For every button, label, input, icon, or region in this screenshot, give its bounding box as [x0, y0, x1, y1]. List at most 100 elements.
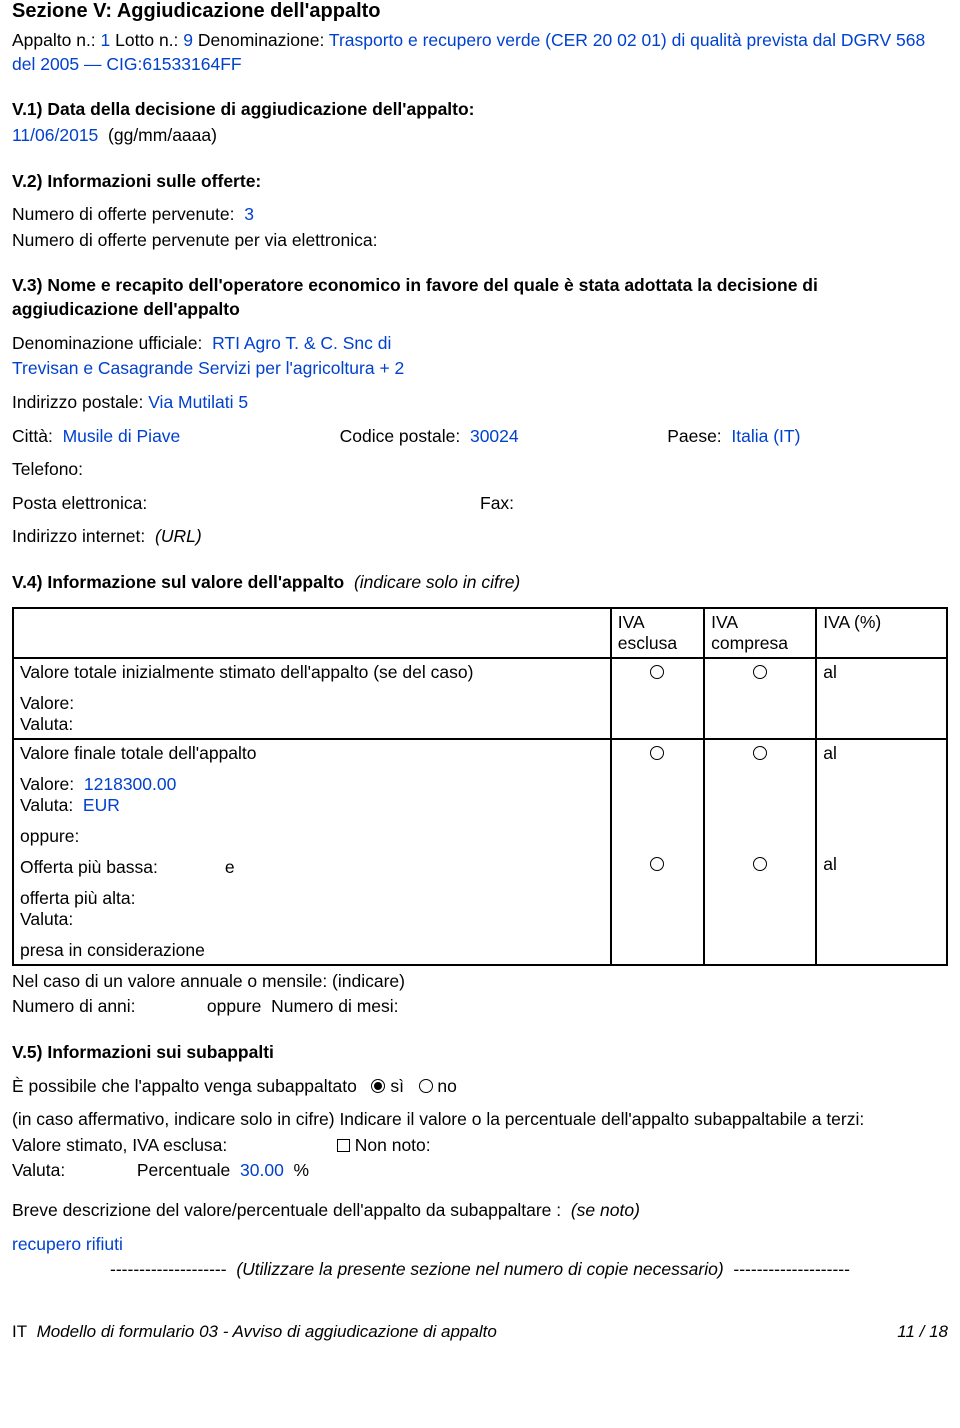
row2-vu-line: Valuta: EUR — [20, 795, 604, 816]
radio-icon[interactable] — [753, 665, 767, 679]
v3-denom-v2: Trevisan e Casagrande Servizi per l'agri… — [12, 357, 948, 381]
postal-value: 30024 — [470, 426, 519, 446]
appalto-n-label: Appalto n.: — [12, 30, 96, 50]
oppure2: oppure — [207, 996, 262, 1016]
v4-hint: (indicare solo in cifre) — [354, 572, 520, 592]
off-bassa-label: Offerta più bassa: — [20, 857, 220, 878]
al-label3: al — [823, 854, 837, 874]
v1-title: V.1) Data della decisione di aggiudicazi… — [12, 98, 948, 122]
v4-title-line: V.4) Informazione sul valore dell'appalt… — [12, 571, 948, 595]
url-hint: (URL) — [155, 526, 202, 546]
al-label: al — [823, 662, 837, 682]
lot-line: Appalto n.: 1 Lotto n.: 9 Denominazione:… — [12, 29, 948, 76]
denom-label: Denominazione: — [198, 30, 324, 50]
v2-num-label: Numero di offerte pervenute: — [12, 204, 234, 224]
v1-date: 11/06/2015 — [12, 125, 98, 145]
v1-date-hint: (gg/mm/aaaa) — [108, 125, 217, 145]
addr-value: Via Mutilati 5 — [148, 392, 248, 412]
v3-denom-line: Denominazione ufficiale: RTI Agro T. & C… — [12, 332, 948, 356]
table-row: Valore totale inizialmente stimato dell'… — [13, 658, 947, 739]
dash1: -------------------- — [110, 1259, 227, 1279]
v2-num-line: Numero di offerte pervenute: 3 — [12, 203, 948, 227]
section-title: Sezione V: Aggiudicazione dell'appalto — [12, 0, 948, 23]
email-label: Posta elettronica: — [12, 492, 480, 516]
url-line: Indirizzo internet: (URL) — [12, 525, 948, 549]
v5-breve-line: Breve descrizione del valore/percentuale… — [12, 1199, 948, 1223]
city-value: Musile di Piave — [63, 426, 181, 446]
dash2: -------------------- — [733, 1259, 850, 1279]
country-label: Paese: — [667, 426, 721, 446]
lotto-n-label: Lotto n.: — [115, 30, 178, 50]
v5-affirm: (in caso affermativo, indicare solo in c… — [12, 1108, 948, 1132]
v5-possible: È possibile che l'appalto venga subappal… — [12, 1076, 357, 1096]
mesi-label: Numero di mesi: — [271, 996, 398, 1016]
row1-label: Valore totale inizialmente stimato dell'… — [20, 662, 604, 683]
col-iva-esclusa: IVA esclusa — [611, 608, 704, 658]
lotto-n-value: 9 — [183, 30, 193, 50]
off-bassa-line: Offerta più bassa: e — [20, 857, 604, 878]
v3-denom-label: Denominazione ufficiale: — [12, 333, 202, 353]
row2-label: Valore finale totale dell'appalto — [20, 743, 604, 764]
v3-title: V.3) Nome e recapito dell'operatore econ… — [12, 274, 948, 321]
v4-table: IVA esclusa IVA compresa IVA (%) Valore … — [12, 607, 948, 966]
v5-pct-line: Valuta: Percentuale 30.00 % — [12, 1159, 948, 1183]
row2-v-line: Valore: 1218300.00 — [20, 774, 604, 795]
v2-elec-line: Numero di offerte pervenute per via elet… — [12, 229, 948, 253]
checkbox-icon[interactable] — [337, 1139, 350, 1152]
col-iva-pct: IVA (%) — [816, 608, 947, 658]
no-label: no — [437, 1076, 456, 1096]
tel-line: Telefono: — [12, 458, 948, 482]
col-iva-compresa: IVA compresa — [704, 608, 816, 658]
v1-date-line: 11/06/2015 (gg/mm/aaaa) — [12, 124, 948, 148]
addr-label: Indirizzo postale: — [12, 392, 143, 412]
row2-valore: 1218300.00 — [84, 774, 176, 794]
v5-title: V.5) Informazioni sui subappalti — [12, 1041, 948, 1065]
radio-no-icon[interactable] — [419, 1079, 433, 1093]
v5-pct-sym: % — [294, 1160, 310, 1180]
v2-num-value: 3 — [244, 204, 254, 224]
repeat-hint: (Utilizzare la presente sezione nel nume… — [236, 1259, 723, 1279]
v4-title: V.4) Informazione sul valore dell'appalt… — [12, 572, 344, 592]
valuta-label4: Valuta: — [12, 1159, 132, 1183]
appalto-n-value: 1 — [101, 30, 111, 50]
anni-label: Numero di anni: — [12, 995, 202, 1019]
radio-si-icon[interactable] — [371, 1079, 385, 1093]
city-row: Città: Musile di Piave Codice postale: 3… — [12, 425, 948, 449]
footer: IT Modello di formulario 03 - Avviso di … — [12, 1322, 948, 1350]
v5-non-noto: Non noto: — [355, 1135, 431, 1155]
footer-lang: IT — [12, 1322, 27, 1341]
oppure-label: oppure: — [20, 826, 604, 847]
radio-icon[interactable] — [650, 746, 664, 760]
valuta-label: Valuta: — [20, 714, 604, 735]
addr-line: Indirizzo postale: Via Mutilati 5 — [12, 391, 948, 415]
v5-possible-line: È possibile che l'appalto venga subappal… — [12, 1075, 948, 1099]
dash-line: -------------------- (Utilizzare la pres… — [12, 1258, 948, 1282]
al-label2: al — [823, 743, 837, 763]
v2-title: V.2) Informazioni sulle offerte: — [12, 170, 948, 194]
annual-label: Nel caso di un valore annuale o mensile:… — [12, 970, 948, 994]
off-alta-label: offerta più alta: — [20, 888, 604, 909]
footer-title: Modello di formulario 03 - Avviso di agg… — [37, 1322, 497, 1341]
radio-icon[interactable] — [650, 665, 664, 679]
v5-pct: 30.00 — [240, 1160, 284, 1180]
e-label: e — [225, 857, 235, 877]
valuta-label3: Valuta: — [20, 909, 604, 930]
page: Sezione V: Aggiudicazione dell'appalto A… — [0, 0, 960, 1350]
row2-valuta: EUR — [83, 795, 120, 815]
email-row: Posta elettronica: Fax: — [12, 492, 948, 516]
table-row: Valore finale totale dell'appalto Valore… — [13, 739, 947, 965]
footer-page: 11 / 18 — [897, 1322, 948, 1342]
radio-icon[interactable] — [753, 857, 767, 871]
anni-mesi-line: Numero di anni: oppure Numero di mesi: — [12, 995, 948, 1019]
v3-denom-v1: RTI Agro T. & C. Snc di — [212, 333, 391, 353]
valore-label: Valore: — [20, 693, 604, 714]
postal-label: Codice postale: — [340, 426, 461, 446]
v5-breve-hint: (se noto) — [571, 1200, 640, 1220]
radio-icon[interactable] — [753, 746, 767, 760]
table-row: IVA esclusa IVA compresa IVA (%) — [13, 608, 947, 658]
v5-stimato-line: Valore stimato, IVA esclusa: Non noto: — [12, 1134, 948, 1158]
country-value: Italia (IT) — [731, 426, 800, 446]
valore-label2: Valore: — [20, 774, 74, 794]
radio-icon[interactable] — [650, 857, 664, 871]
v5-desc: recupero rifiuti — [12, 1233, 948, 1257]
